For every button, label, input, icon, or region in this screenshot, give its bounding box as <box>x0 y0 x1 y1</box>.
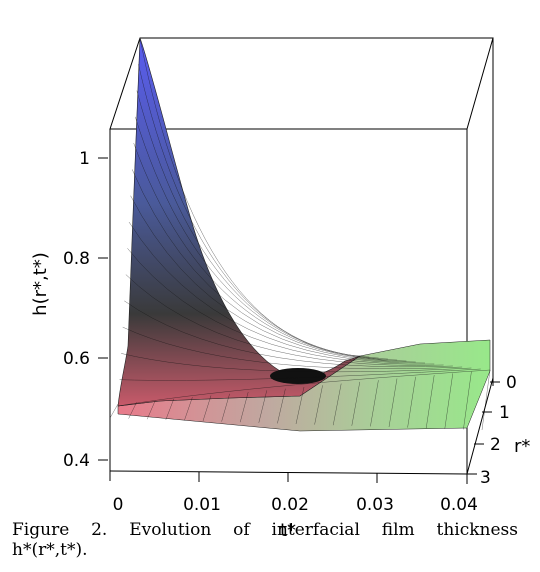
mesh-line <box>146 400 156 420</box>
mesh-line <box>109 403 119 419</box>
r-axis-title: r* <box>514 436 530 457</box>
r-axis: 0 1 2 3 r* <box>466 373 530 488</box>
mesh-line <box>370 380 379 427</box>
figure-caption: Figure 2. Evolution of interfacial film … <box>12 520 518 560</box>
mesh-line <box>119 368 481 381</box>
z-axis: 1 0.8 0.6 0.4 h(r*,t*) <box>30 149 108 471</box>
x-tick-label: 0.04 <box>440 495 478 515</box>
mesh-line <box>221 393 230 422</box>
caption-line-1: Figure 2. Evolution of interfacial film … <box>12 520 518 540</box>
mesh-line <box>481 369 491 431</box>
mesh-line <box>128 221 426 364</box>
surface-valley <box>270 368 326 384</box>
film-thickness-surface <box>109 37 491 432</box>
mesh-line <box>258 390 268 423</box>
mesh-line <box>117 369 491 407</box>
mesh-line <box>314 385 323 425</box>
mesh-line <box>121 353 472 373</box>
x-axis: 0 0.01 0.02 0.03 0.04 t* <box>109 470 478 541</box>
mesh-line <box>131 169 407 362</box>
mesh-line <box>463 371 472 430</box>
mesh-line <box>444 373 454 429</box>
caption-line-2: h*(r*,t*). <box>12 540 88 560</box>
mesh-line <box>184 397 193 421</box>
x-tick-label: 0.01 <box>183 495 221 515</box>
r-tick-label: 1 <box>499 403 510 423</box>
mesh-line <box>388 378 398 428</box>
r-tick-label: 3 <box>480 468 491 488</box>
surface-mesh <box>109 37 491 431</box>
z-tick-label: 0.4 <box>63 451 90 471</box>
mesh-line <box>351 381 361 426</box>
z-tick-label: 1 <box>79 149 90 169</box>
mesh-line <box>130 195 416 363</box>
mesh-line <box>295 386 305 425</box>
r-tick-label: 0 <box>506 373 517 393</box>
mesh-line <box>277 388 286 424</box>
mesh-line <box>425 375 435 429</box>
x-tick-label: 0 <box>113 495 124 515</box>
z-tick-label: 0.6 <box>63 349 90 369</box>
mesh-line <box>135 116 388 360</box>
x-tick-label: 0.03 <box>356 495 394 515</box>
r-axis-line <box>466 377 494 475</box>
mesh-line <box>332 383 342 426</box>
z-tick-label: 0.8 <box>63 249 90 269</box>
mesh-line <box>122 326 463 370</box>
mesh-line <box>124 300 453 368</box>
mesh-line <box>239 392 249 423</box>
x-axis-title: t* <box>280 520 296 541</box>
box-top-face <box>109 37 494 130</box>
r-tick-label: 2 <box>490 435 501 455</box>
mesh-line <box>407 376 416 428</box>
z-axis-title: h(r*,t*) <box>30 252 51 316</box>
mesh-line <box>128 402 137 419</box>
mesh-line <box>133 143 398 361</box>
x-tick-label: 0.02 <box>271 495 309 515</box>
mesh-line <box>202 395 212 422</box>
mesh-line <box>127 248 435 365</box>
mesh-line <box>165 398 175 420</box>
mesh-line <box>125 274 444 366</box>
